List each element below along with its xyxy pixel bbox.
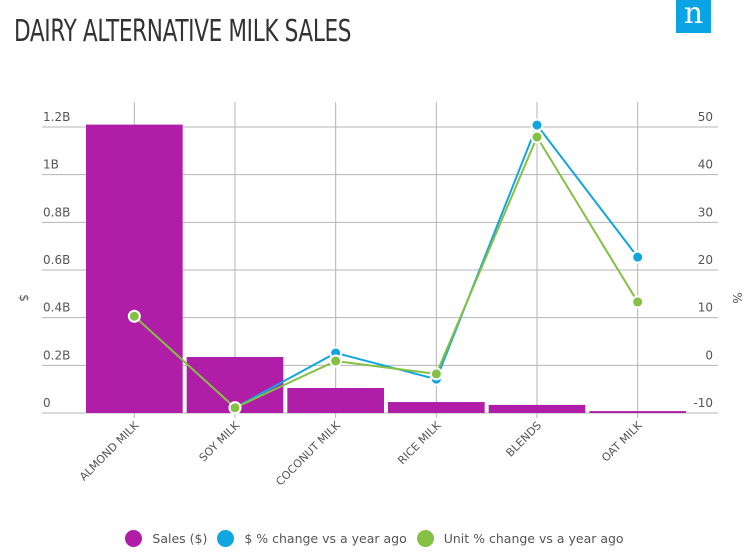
legend-item[interactable]: Unit % change vs a year ago xyxy=(416,530,624,547)
bars xyxy=(86,124,686,413)
page-title: DAIRY ALTERNATIVE MILK SALES xyxy=(14,14,352,49)
legend-item[interactable]: $ % change vs a year ago xyxy=(217,530,407,547)
point-series-2 xyxy=(631,295,645,309)
y2-tick-label: 20 xyxy=(698,253,713,267)
line-series-2 xyxy=(133,134,639,409)
point-series-1 xyxy=(631,250,645,264)
y2-tick-label: 50 xyxy=(698,110,713,124)
y-tick-label: 0.4B xyxy=(43,301,70,315)
bar-rice-milk xyxy=(388,402,485,413)
x-tick-label: OAT MILK xyxy=(599,418,645,464)
bar-oat-milk xyxy=(589,411,686,413)
y2-tick-label: 0 xyxy=(705,348,713,362)
bar-coconut-milk xyxy=(287,387,384,413)
y-tick-label: 0.8B xyxy=(43,205,70,219)
x-tick-label: ALMOND MILK xyxy=(77,418,142,483)
point-series-2 xyxy=(127,309,141,323)
legend: Sales ($) $ % change vs a year ago Unit % … xyxy=(0,530,749,547)
legend-label: Sales ($) xyxy=(152,531,208,546)
chart: 0 -10 0.2B 0 0.4B 10 0.6B 20 0.8B 30 1B 40 1.2B 50 $ % A… xyxy=(17,102,744,488)
y2-tick-label: 10 xyxy=(698,301,713,315)
y-tick-label: 0.2B xyxy=(43,348,70,362)
point-series-1 xyxy=(530,118,544,132)
legend-label: Unit % change vs a year ago xyxy=(443,531,624,546)
point-series-2 xyxy=(228,401,242,415)
legend-item[interactable]: Sales ($) xyxy=(125,530,207,547)
legend-marker-icon xyxy=(217,530,235,547)
x-tick-label: RICE MILK xyxy=(395,418,444,467)
legend-marker-icon xyxy=(125,530,143,547)
nielsen-logo-icon: n xyxy=(676,0,711,33)
point-series-2 xyxy=(530,130,544,144)
legend-marker-icon xyxy=(416,530,434,547)
x-tick-label: SOY MILK xyxy=(197,418,243,464)
y-tick-label: 1.2B xyxy=(43,110,70,124)
bar-blends xyxy=(488,404,586,413)
y-tick-label: 0 xyxy=(43,396,51,410)
point-series-2 xyxy=(429,367,443,381)
point-series-2 xyxy=(329,354,343,368)
y-axis-label: $ xyxy=(17,294,31,302)
y2-tick-label: 30 xyxy=(698,205,713,219)
y2-tick-label: 40 xyxy=(698,158,713,172)
y-tick-label: 0.6B xyxy=(43,253,70,267)
legend-label: $ % change vs a year ago xyxy=(244,531,407,546)
y2-axis-label: % xyxy=(730,292,744,303)
x-tick-label: BLENDS xyxy=(504,419,545,460)
y-tick-label: 1B xyxy=(43,158,59,172)
x-tick-label: COCONUT MILK xyxy=(273,418,343,488)
bar-almond-milk xyxy=(86,124,183,413)
y2-tick-label: -10 xyxy=(693,396,713,410)
lines xyxy=(127,118,645,415)
